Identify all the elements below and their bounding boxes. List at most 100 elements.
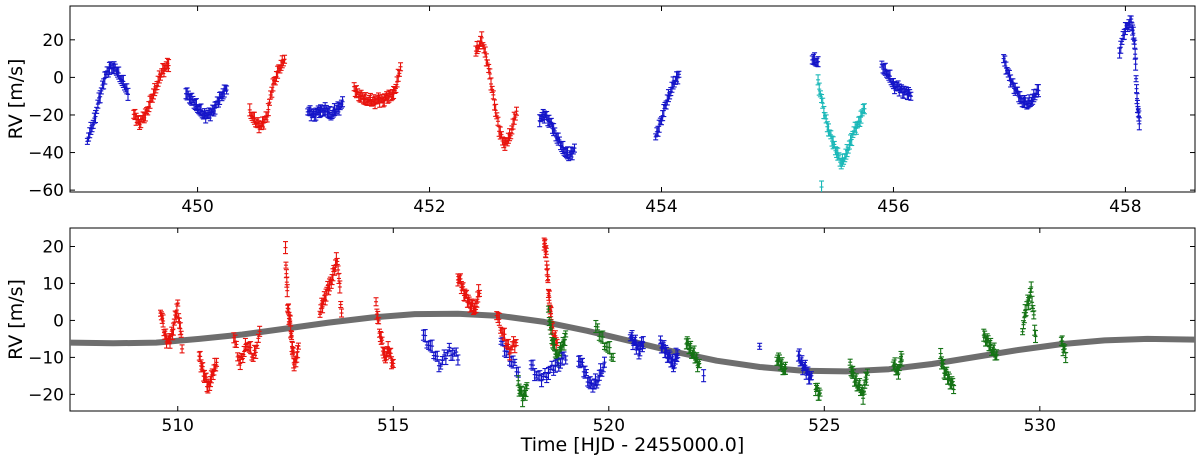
rv-segment-blue — [420, 329, 461, 373]
rv-point — [334, 257, 340, 266]
rv-segment-red — [455, 273, 482, 315]
rv-point — [1133, 57, 1139, 71]
rv-point — [166, 59, 172, 73]
rv-point — [674, 354, 680, 363]
rv-point — [1132, 48, 1138, 60]
rv-segment-red — [351, 62, 404, 110]
rv-segment-cyan — [819, 180, 825, 192]
rv-point — [318, 104, 324, 118]
top-plot-area — [84, 15, 1142, 192]
rv-point — [601, 356, 607, 368]
rv-point — [808, 371, 814, 381]
rv-segment-green — [683, 336, 702, 373]
rv-point — [523, 383, 529, 398]
rv-segment-red — [158, 299, 185, 354]
rv-point — [570, 147, 576, 155]
x-tick-label: 525 — [808, 416, 840, 436]
rv-point — [159, 68, 165, 78]
y-tick-label: 20 — [42, 31, 64, 51]
rv-point — [845, 146, 851, 154]
rv-point — [507, 347, 513, 361]
rv-point — [125, 87, 131, 101]
rv-point — [338, 300, 344, 309]
rv-point — [160, 314, 166, 328]
rv-point — [895, 366, 901, 380]
rv-point — [561, 351, 567, 359]
rv-point — [514, 106, 520, 116]
rv-point — [819, 180, 825, 192]
rv-point — [264, 111, 270, 123]
top-y-axis-label: RV [m/s] — [5, 59, 27, 140]
rv-point — [266, 98, 272, 106]
rv-segment-blue — [627, 330, 646, 360]
rv-point — [1020, 328, 1026, 336]
rv-point — [284, 284, 290, 298]
rv-point — [247, 103, 253, 117]
rv-point — [583, 369, 589, 377]
rv-point — [250, 352, 256, 362]
bottom-y-axis-label: RV [m/s] — [5, 279, 27, 360]
rv-segment-green — [515, 375, 530, 408]
rv-point — [1020, 320, 1026, 330]
rv-point — [548, 321, 554, 335]
rv-point — [1128, 15, 1134, 23]
rv-point — [991, 342, 997, 356]
y-tick-label: −10 — [28, 348, 64, 368]
rv-segment-red — [473, 31, 520, 151]
rv-segment-blue — [305, 96, 346, 122]
rv-segment-green — [847, 358, 870, 405]
rv-point — [257, 122, 263, 130]
rv-point — [1134, 84, 1140, 94]
rv-point — [675, 349, 681, 359]
rv-point — [1009, 78, 1015, 86]
bottom-panel: 510 515 520 525 530 20 10 0 −10 −20 RV [m/s] Time [… — [5, 227, 1196, 456]
rv-segment-cyan — [815, 74, 867, 170]
rv-point — [257, 325, 263, 337]
rv-point — [512, 358, 518, 366]
rv-point — [1002, 55, 1008, 67]
rv-point — [373, 297, 379, 307]
rv-segment-green — [938, 347, 957, 395]
rv-point — [502, 137, 508, 151]
rv-point — [1031, 310, 1037, 320]
rv-point — [487, 68, 493, 80]
rv-point — [897, 85, 903, 93]
rv-point — [289, 331, 295, 341]
y-tick-label: −40 — [28, 144, 64, 164]
x-tick-label: 454 — [645, 197, 677, 217]
rv-point — [513, 339, 519, 347]
rv-point — [295, 342, 301, 350]
bottom-plot-area — [70, 237, 1195, 408]
rv-point — [214, 357, 220, 367]
x-tick-label: 520 — [593, 416, 625, 436]
y-tick-label: 0 — [53, 68, 64, 88]
rv-segment-green — [813, 382, 823, 401]
rv-segment-green — [593, 319, 616, 362]
rv-point — [660, 110, 666, 122]
y-tick-label: 20 — [42, 237, 64, 257]
rv-point — [476, 289, 482, 297]
x-tick-label: 452 — [413, 197, 445, 217]
rv-point — [179, 344, 185, 354]
rv-segment-red — [231, 325, 263, 371]
rv-point — [95, 99, 101, 109]
rv-point — [336, 272, 342, 285]
rv-segment-blue — [576, 355, 607, 393]
rv-point — [485, 59, 491, 67]
rv-point — [610, 352, 616, 362]
rv-segment-blue — [795, 348, 814, 385]
rv-segment-blue — [1001, 54, 1041, 110]
rv-point — [783, 361, 789, 375]
rv-point — [701, 369, 707, 383]
rv-point — [321, 104, 327, 116]
rv-segment-blue — [183, 84, 230, 124]
rv-point — [493, 103, 499, 117]
rv-point — [490, 90, 496, 100]
rv-segment-blue — [1117, 15, 1142, 131]
rv-point — [336, 102, 342, 116]
rv-point — [938, 347, 944, 360]
rv-point — [370, 96, 376, 106]
rv-point — [339, 308, 345, 318]
rv-point — [102, 71, 108, 85]
rv-point — [861, 103, 867, 115]
